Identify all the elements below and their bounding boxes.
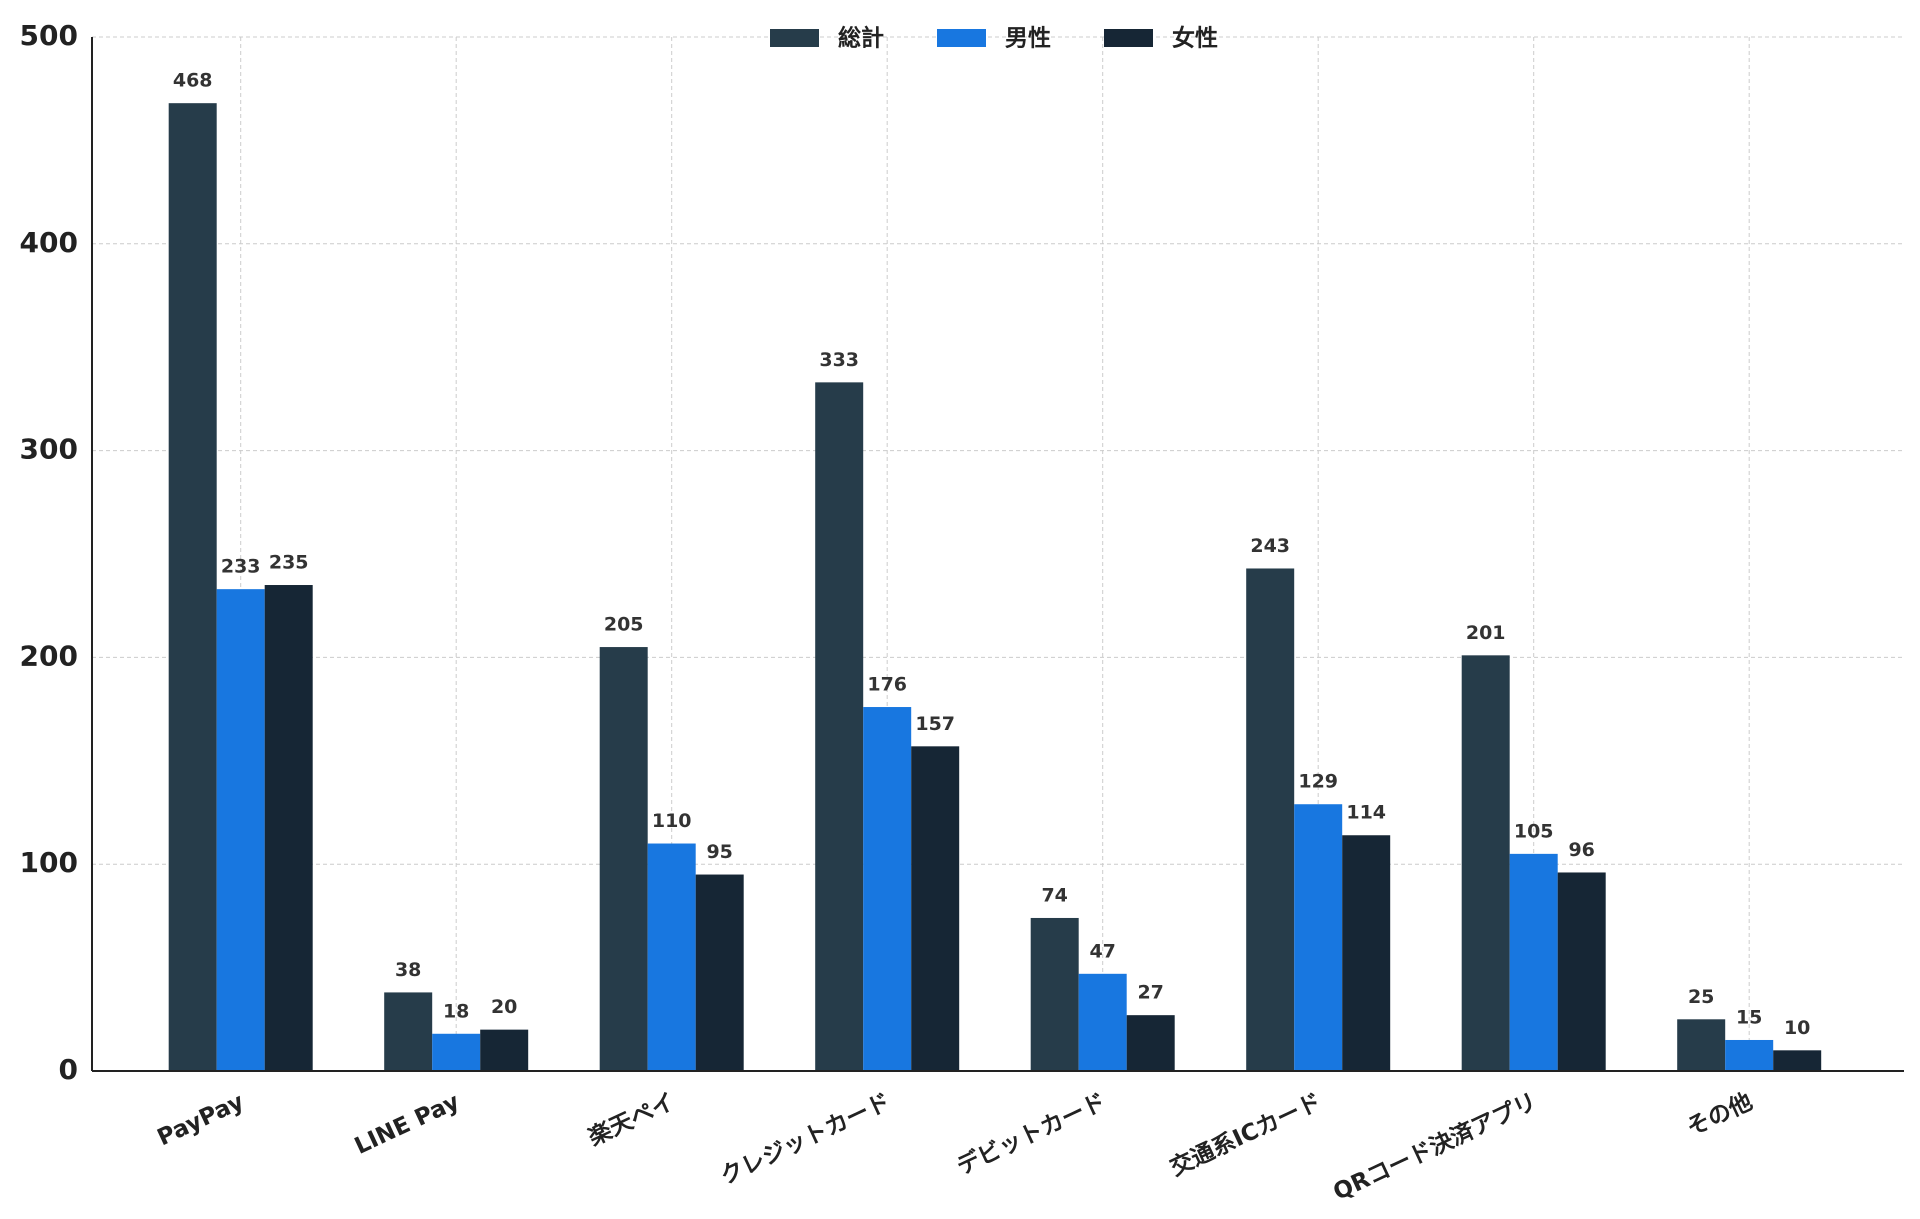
value-label: 243 (1250, 535, 1290, 557)
x-tick-label: QRコード決済アプリ (1329, 1088, 1541, 1206)
value-label: 10 (1784, 1017, 1810, 1039)
value-label: 18 (443, 1000, 469, 1022)
legend-swatch (1104, 29, 1153, 47)
value-label: 95 (706, 841, 732, 863)
bar (1677, 1019, 1726, 1071)
value-label: 129 (1298, 771, 1338, 793)
bar (1557, 872, 1606, 1071)
bar (1078, 973, 1127, 1071)
value-label: 105 (1514, 820, 1554, 842)
value-label: 27 (1137, 982, 1163, 1004)
value-label: 333 (819, 349, 859, 371)
value-label: 468 (173, 70, 213, 92)
value-label: 110 (652, 810, 692, 832)
x-tick-label: デビットカード (953, 1088, 1110, 1181)
bar (1294, 804, 1343, 1071)
bar (1725, 1039, 1774, 1071)
value-label: 96 (1568, 839, 1594, 861)
value-label: 15 (1736, 1006, 1762, 1028)
value-label: 176 (867, 674, 907, 696)
bar (1509, 853, 1558, 1071)
legend-swatch (937, 29, 986, 47)
bar (815, 382, 864, 1072)
x-tick-label: PayPay (154, 1089, 248, 1151)
bar (168, 103, 217, 1071)
x-tick-label: その他 (1683, 1089, 1757, 1142)
x-tick-label: LINE Pay (351, 1089, 464, 1160)
value-label: 235 (269, 552, 309, 574)
legend-label: 男性 (1005, 26, 1051, 52)
value-label: 74 (1041, 884, 1067, 906)
bar (863, 707, 912, 1071)
value-label: 25 (1688, 986, 1714, 1008)
y-tick-label: 0 (59, 1053, 78, 1086)
y-tick-label: 400 (20, 226, 78, 259)
bar (599, 647, 648, 1071)
value-label: 201 (1466, 622, 1506, 644)
legend-label: 総計 (838, 25, 884, 52)
value-label: 233 (221, 556, 261, 578)
bar (264, 585, 313, 1071)
bar (384, 992, 433, 1071)
bar (1461, 655, 1510, 1071)
y-tick-label: 500 (20, 19, 78, 52)
legend-label: 女性 (1172, 25, 1218, 52)
y-tick-label: 200 (20, 639, 78, 672)
bar (911, 746, 960, 1071)
value-label: 205 (604, 614, 644, 636)
value-label: 114 (1346, 802, 1386, 824)
bar (695, 874, 744, 1071)
bar (1342, 835, 1391, 1071)
bar (647, 843, 696, 1071)
y-tick-label: 100 (20, 846, 78, 879)
legend-swatch (770, 29, 819, 47)
y-tick-label: 300 (20, 433, 78, 466)
bar (1126, 1015, 1175, 1071)
x-tick-label: 交通系ICカード (1166, 1088, 1326, 1182)
value-label: 38 (395, 959, 421, 981)
value-label: 20 (491, 996, 517, 1018)
bar (1030, 917, 1079, 1071)
value-label: 47 (1089, 940, 1115, 962)
bar (1773, 1050, 1822, 1071)
bar (1246, 568, 1295, 1071)
value-label: 157 (915, 713, 955, 735)
bar (480, 1029, 529, 1071)
x-tick-label: 楽天ペイ (584, 1088, 679, 1151)
bar (432, 1033, 481, 1071)
x-tick-label: クレジットカード (717, 1089, 895, 1190)
bar (216, 589, 265, 1071)
